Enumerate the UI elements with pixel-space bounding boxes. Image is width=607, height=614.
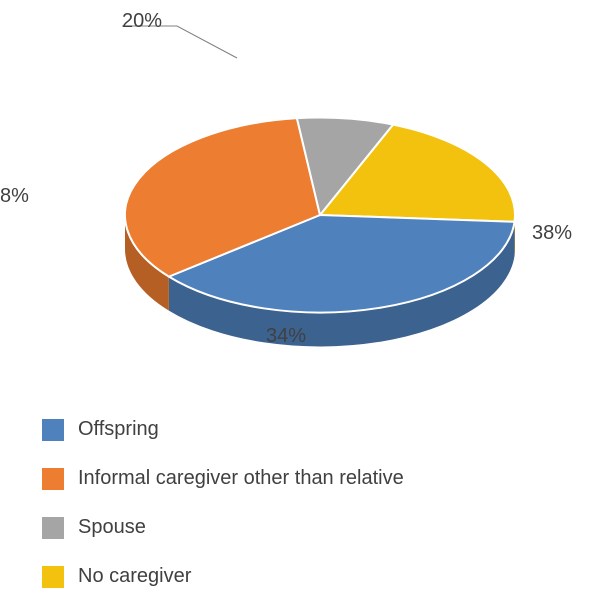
- pct-label-offspring: 38%: [532, 222, 572, 245]
- pct-label-spouse: 8%: [0, 185, 29, 208]
- legend-swatch-no_caregiver: [42, 566, 64, 588]
- legend-item-no_caregiver: No caregiver: [42, 565, 404, 588]
- legend-item-spouse: Spouse: [42, 516, 404, 539]
- legend-item-informal: Informal caregiver other than relative: [42, 467, 404, 490]
- legend-swatch-informal: [42, 468, 64, 490]
- legend-swatch-offspring: [42, 419, 64, 441]
- legend-label-spouse: Spouse: [78, 516, 146, 539]
- pie-chart-svg: [0, 0, 607, 410]
- pct-label-no_caregiver: 20%: [122, 10, 162, 33]
- legend-label-informal: Informal caregiver other than relative: [78, 467, 404, 490]
- legend-swatch-spouse: [42, 517, 64, 539]
- legend-label-offspring: Offspring: [78, 418, 159, 441]
- pct-label-informal: 34%: [266, 325, 306, 348]
- legend: Offspring Informal caregiver other than r…: [42, 418, 404, 614]
- legend-label-no_caregiver: No caregiver: [78, 565, 191, 588]
- pie-tops: [125, 118, 515, 313]
- pie-chart-container: Offspring Informal caregiver other than r…: [0, 0, 607, 606]
- legend-item-offspring: Offspring: [42, 418, 404, 441]
